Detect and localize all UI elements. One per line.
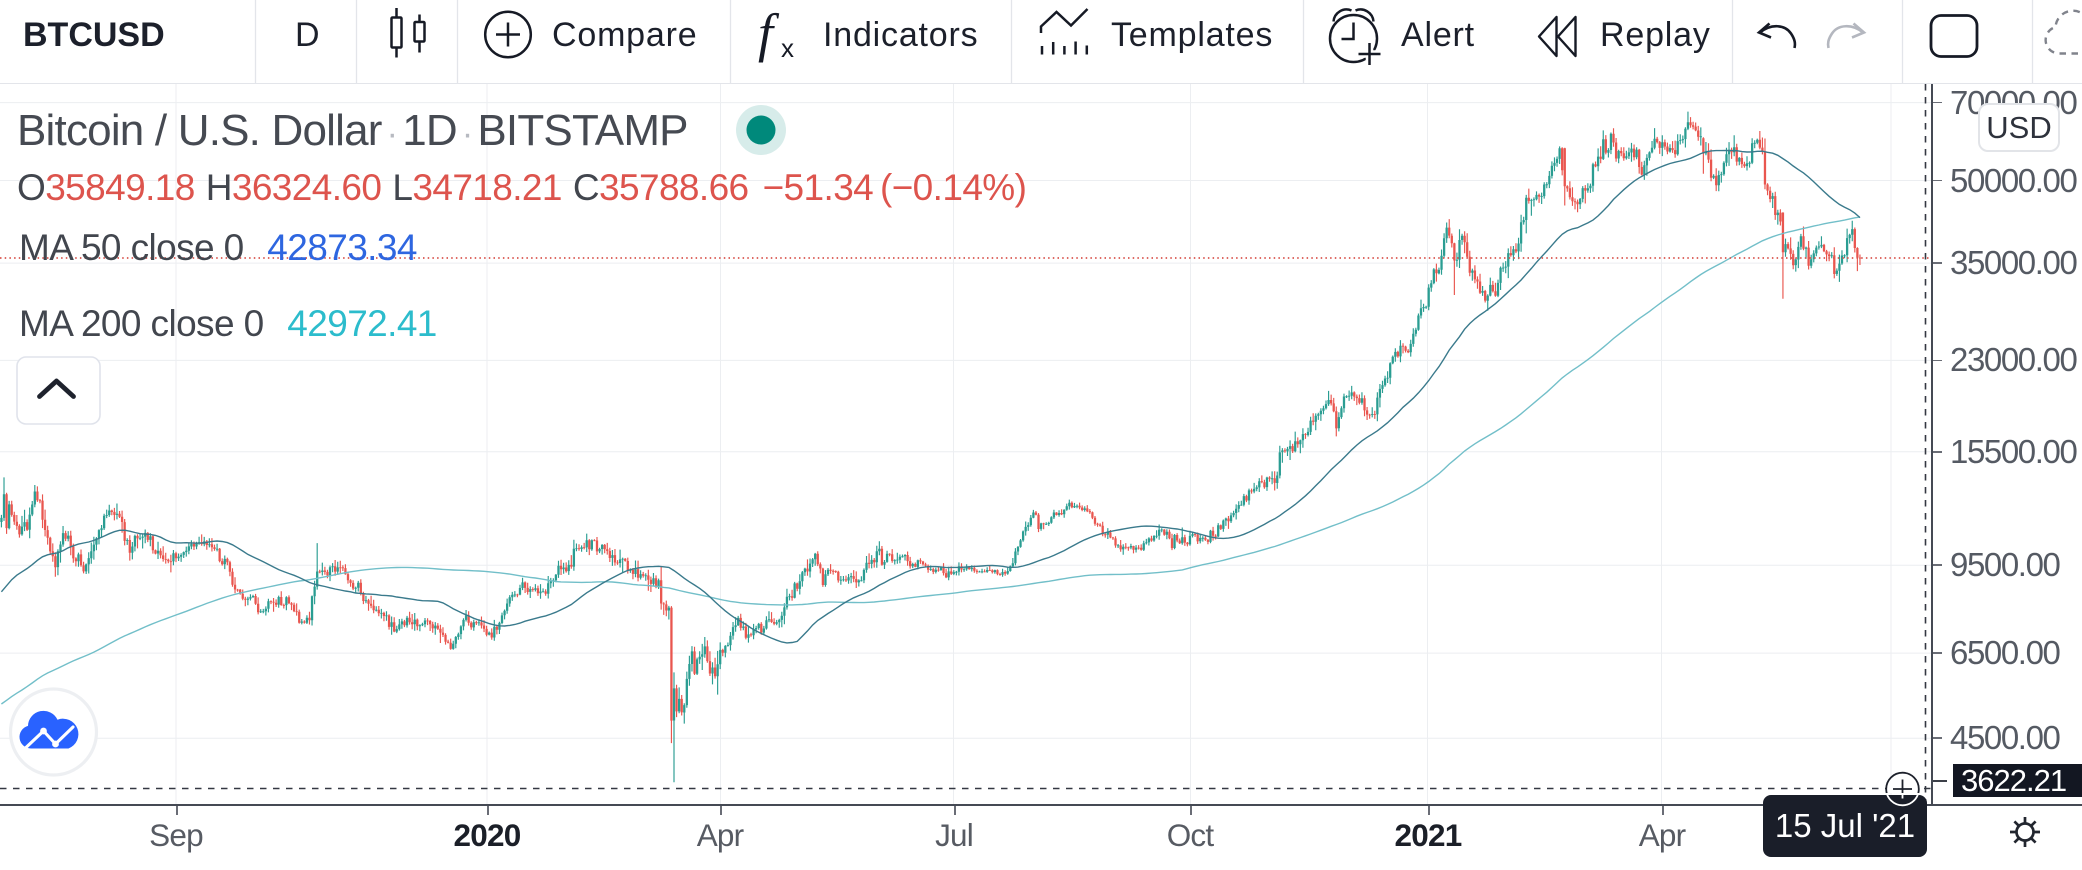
svg-text:x: x <box>781 33 794 63</box>
svg-text:f: f <box>758 3 780 63</box>
